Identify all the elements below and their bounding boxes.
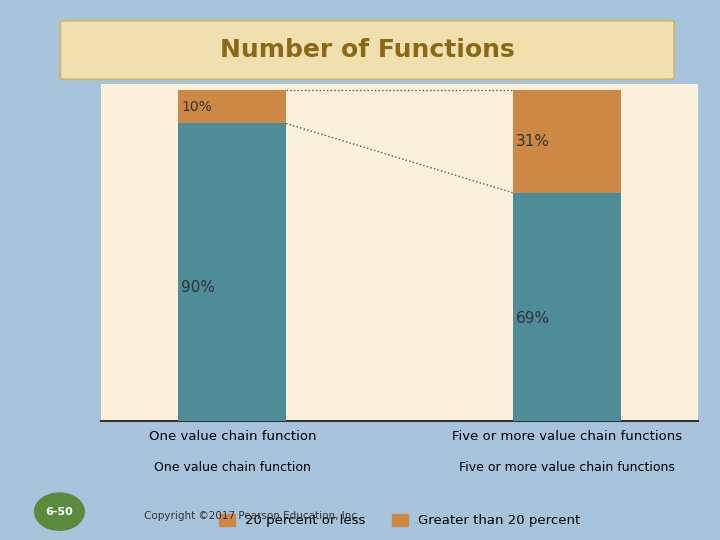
Bar [513, 90, 621, 193]
Text: 6-50: 6-50 [45, 507, 73, 517]
Text: Five or more value chain functions: Five or more value chain functions [459, 461, 675, 474]
Text: Copyright ©2017 Pearson Education, Inc.: Copyright ©2017 Pearson Education, Inc. [144, 511, 361, 521]
Bar [179, 124, 286, 421]
Text: 10%: 10% [181, 100, 212, 114]
Circle shape [35, 493, 84, 530]
Legend: 20 percent or less, Greater than 20 percent: 20 percent or less, Greater than 20 perc… [213, 509, 586, 533]
Bar [179, 90, 286, 124]
Text: 31%: 31% [516, 134, 550, 149]
Text: 90%: 90% [181, 280, 215, 295]
FancyBboxPatch shape [60, 21, 674, 79]
Bar [513, 193, 621, 421]
Text: Number of Functions: Number of Functions [220, 38, 515, 62]
Text: One value chain function: One value chain function [154, 461, 311, 474]
Text: 69%: 69% [516, 311, 550, 326]
